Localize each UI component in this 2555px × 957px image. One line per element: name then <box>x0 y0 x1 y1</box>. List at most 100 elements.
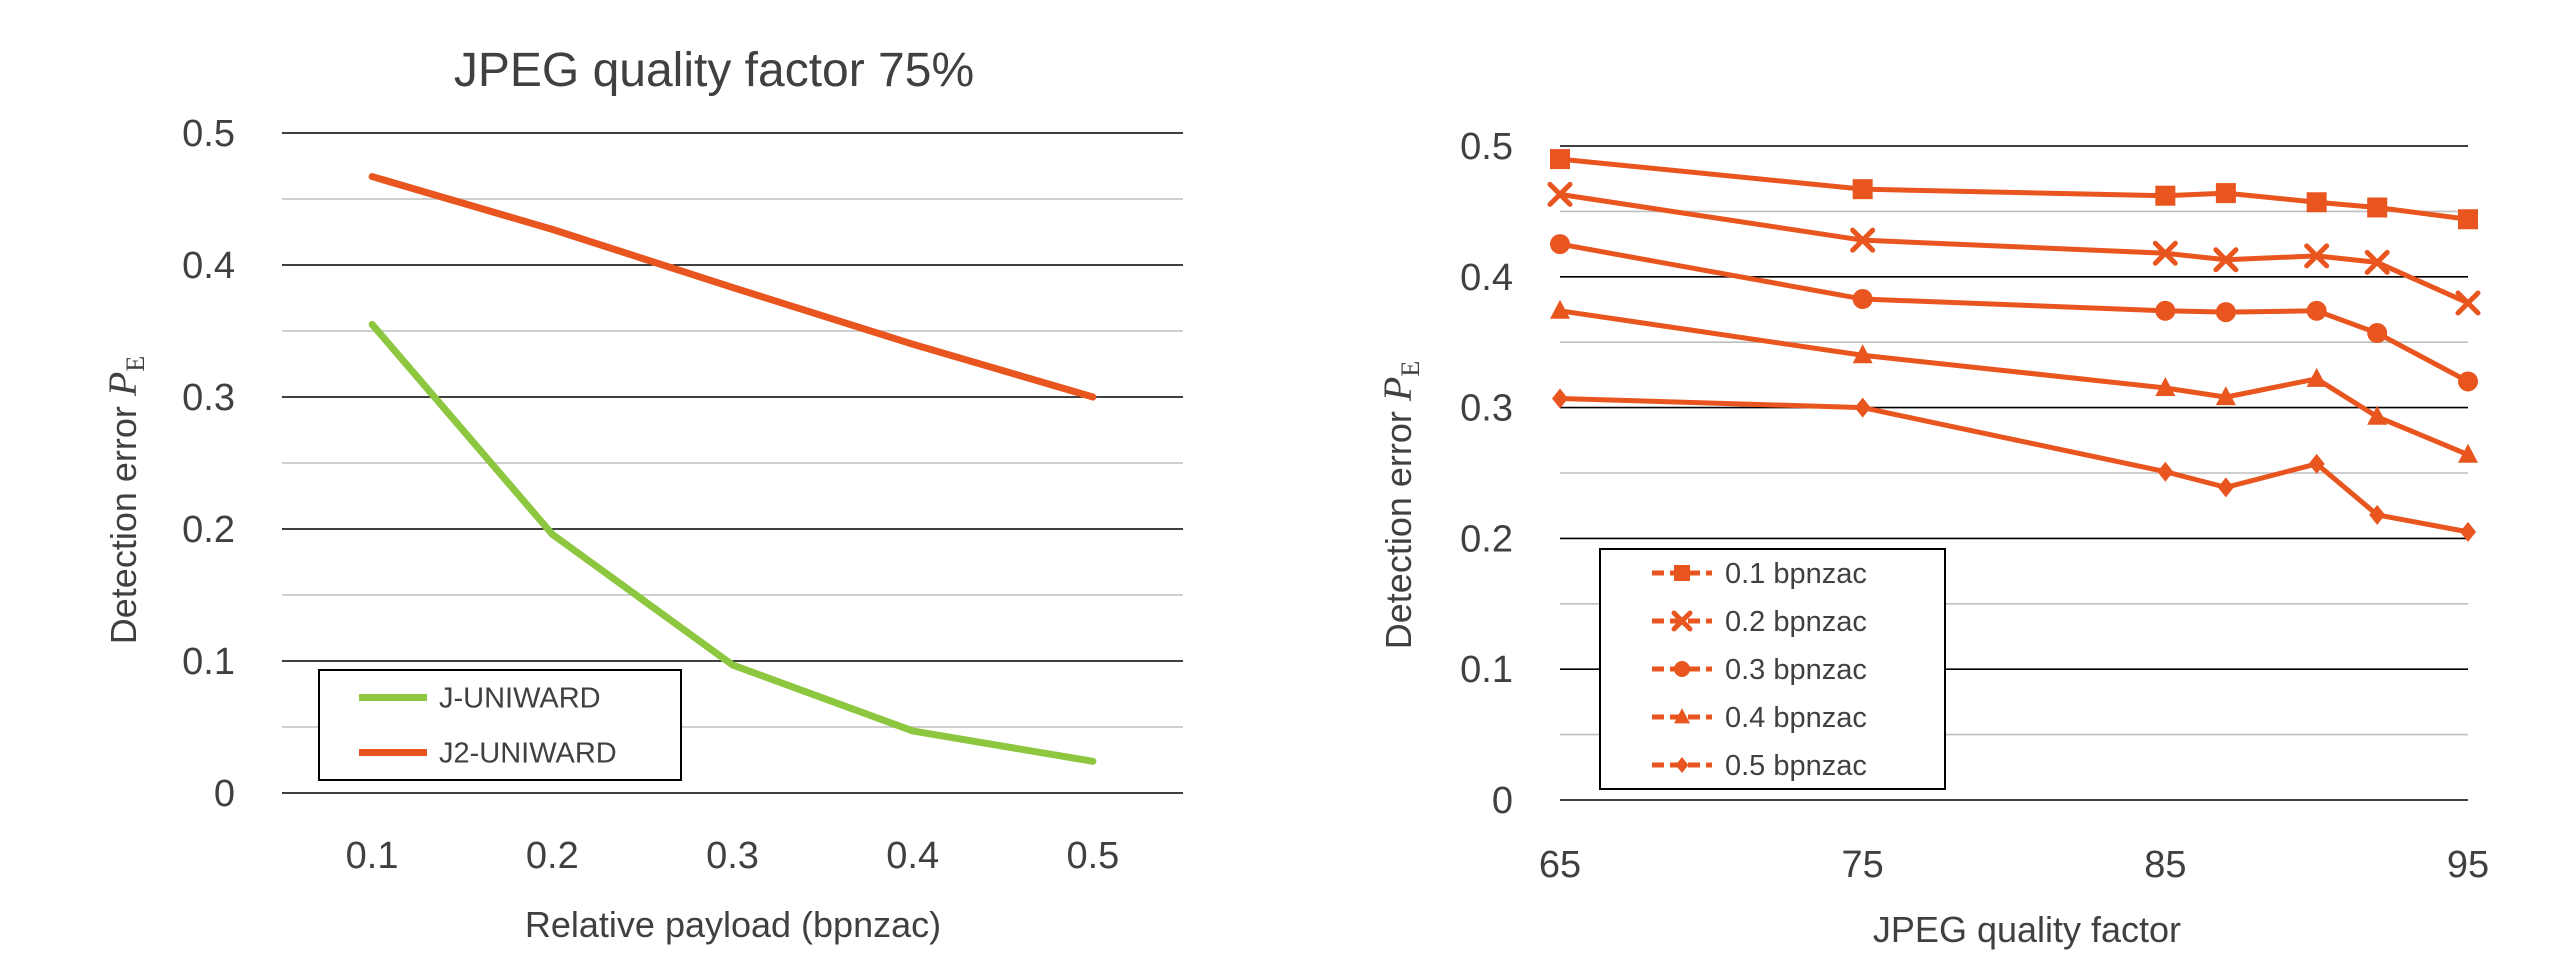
data-point-marker <box>1854 397 1871 418</box>
legend-box <box>318 669 682 781</box>
data-point-marker <box>2217 477 2234 498</box>
data-point-marker <box>2213 247 2239 273</box>
left-chart-y-axis-label-symbol: P <box>100 372 145 397</box>
data-point-marker <box>1674 708 1690 724</box>
right-chart: 0 0.1 0.2 0.3 0.4 0.5 65 75 85 95 JPEG quality f… <box>1375 126 2489 950</box>
data-point-marker <box>2367 197 2388 218</box>
marker-stroke <box>2213 247 2239 273</box>
data-point-marker <box>2304 243 2330 269</box>
left-chart-x-tick-labels: 0.1 0.2 0.3 0.4 0.5 <box>346 835 1120 877</box>
right-chart-x-tick-labels: 65 75 85 95 <box>1539 844 2489 886</box>
marker-stroke <box>2304 243 2330 269</box>
y-tick-label: 0.5 <box>182 113 235 155</box>
marker-stroke <box>2364 249 2390 275</box>
series-line <box>368 320 1097 765</box>
y-tick-label: 0.4 <box>182 245 235 287</box>
data-point-marker <box>1550 299 1570 319</box>
left-chart-series <box>368 173 1097 765</box>
x-tick-label: 65 <box>1539 844 1581 886</box>
legend-label: 0.1 bpnzac <box>1725 558 1867 590</box>
data-point-marker <box>2455 290 2481 316</box>
legend-label: 0.3 bpnzac <box>1725 654 1867 686</box>
data-point-marker <box>2367 405 2388 425</box>
legend-label: 0.2 bpnzac <box>1725 606 1867 638</box>
y-tick-label: 0.3 <box>182 377 235 419</box>
left-chart-title: JPEG quality factor 75% <box>454 44 974 97</box>
data-point-marker <box>1850 227 1876 253</box>
right-chart-y-axis-label: Detection error PE <box>1375 361 1425 649</box>
data-point-marker <box>2308 453 2325 474</box>
right-chart-legend: 0.1 bpnzac 0.2 bpnzac 0.3 bpnzac 0.4 bpnzac… <box>1599 548 1946 790</box>
data-point-marker <box>1547 181 1573 207</box>
marker-stroke <box>1671 610 1693 632</box>
y-tick-label: 0.1 <box>182 641 235 683</box>
series-line <box>368 173 1097 401</box>
x-tick-label: 0.2 <box>526 835 579 877</box>
y-tick-label: 0.3 <box>1460 388 1513 430</box>
x-tick-label: 0.4 <box>886 835 939 877</box>
y-tick-label: 0.2 <box>182 509 235 551</box>
data-point-marker <box>2367 323 2388 344</box>
marker-stroke <box>2152 240 2178 266</box>
legend-label: 0.4 bpnzac <box>1725 702 1867 734</box>
data-point-marker <box>1674 565 1690 581</box>
right-chart-series <box>1547 149 2481 542</box>
y-tick-label: 0.2 <box>1460 518 1513 560</box>
x-tick-label: 0.3 <box>706 835 759 877</box>
data-point-marker <box>2215 386 2236 406</box>
left-chart-y-axis-label-text: Detection error <box>103 396 144 644</box>
data-point-marker <box>2458 371 2478 392</box>
left-chart-legend: J-UNIWARD J2-UNIWARD <box>318 669 682 781</box>
data-point-marker <box>1852 344 1873 364</box>
x-tick-label: 95 <box>2447 844 2489 886</box>
data-point-marker <box>2152 240 2178 266</box>
series-line <box>1557 308 2471 458</box>
data-point-marker <box>2369 504 2386 525</box>
x-tick-label: 85 <box>2144 844 2186 886</box>
series-line <box>1557 156 2471 222</box>
legend-label: J2-UNIWARD <box>439 738 617 770</box>
data-point-marker <box>1675 757 1689 773</box>
marker-stroke <box>1850 227 1876 253</box>
y-tick-label: 0 <box>1492 780 1513 822</box>
data-point-marker <box>1552 388 1568 409</box>
data-point-marker <box>2215 302 2236 323</box>
legend-label: 0.5 bpnzac <box>1725 750 1867 782</box>
right-chart-y-axis-label-subscript: E <box>1396 361 1425 377</box>
data-point-marker <box>1671 610 1693 632</box>
data-point-marker <box>2306 300 2327 321</box>
marker-stroke <box>2455 290 2481 316</box>
data-point-marker <box>1550 234 1570 255</box>
legend-label: J-UNIWARD <box>439 683 601 715</box>
right-chart-y-axis-label-symbol: P <box>1375 377 1420 402</box>
data-point-marker <box>2364 249 2390 275</box>
left-chart-x-axis-label: Relative payload (bpnzac) <box>525 904 941 945</box>
left-chart-y-tick-labels: 0 0.1 0.2 0.3 0.4 0.5 <box>182 113 235 815</box>
left-chart-y-axis-label: Detection error PE <box>100 356 150 644</box>
x-tick-label: 75 <box>1842 844 1884 886</box>
series-line <box>1557 395 2471 535</box>
data-point-marker <box>2155 376 2176 396</box>
series-line <box>1557 241 2471 384</box>
data-point-marker <box>1852 289 1873 310</box>
data-point-marker <box>2306 367 2327 387</box>
data-point-marker <box>2157 461 2174 482</box>
data-point-marker <box>1550 149 1570 170</box>
y-tick-label: 0.5 <box>1460 126 1513 168</box>
data-point-marker <box>2306 192 2327 213</box>
x-tick-label: 0.5 <box>1066 835 1119 877</box>
data-point-marker <box>2155 185 2176 206</box>
data-point-marker <box>1852 179 1873 200</box>
right-chart-y-axis-label-text: Detection error <box>1378 401 1419 649</box>
marker-stroke <box>1547 181 1573 207</box>
data-point-marker <box>2458 443 2478 463</box>
y-tick-label: 0.4 <box>1460 257 1513 299</box>
data-point-marker <box>2215 183 2236 204</box>
data-point-marker <box>2155 300 2176 321</box>
left-chart: JPEG quality factor 75% 0 0.1 0.2 0.3 0.4 0.5… <box>100 44 1183 945</box>
left-chart-y-axis-label-subscript: E <box>121 356 150 372</box>
data-point-marker <box>2460 521 2476 542</box>
data-point-marker <box>1674 661 1690 677</box>
x-tick-label: 0.1 <box>346 835 399 877</box>
